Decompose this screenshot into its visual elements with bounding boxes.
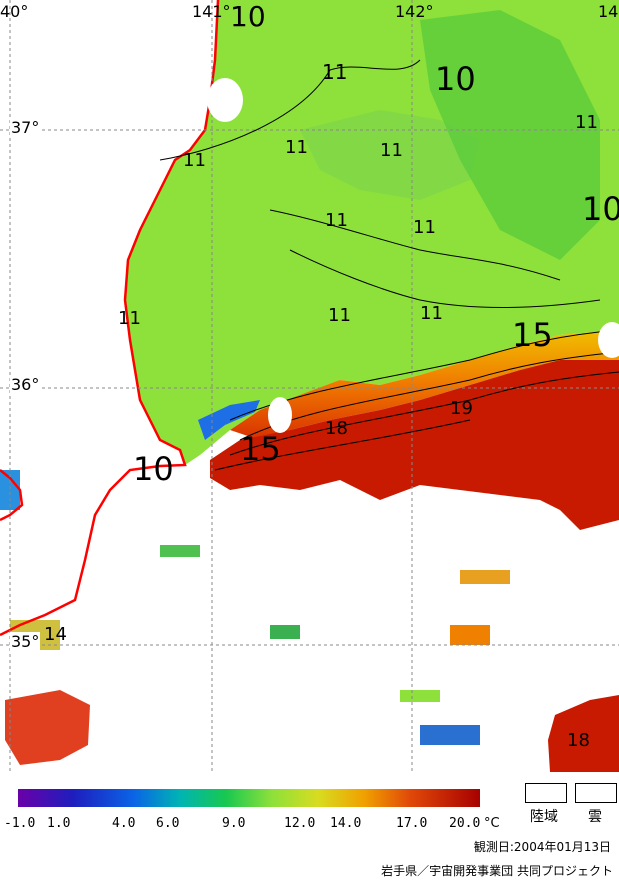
sst-patch <box>160 545 200 557</box>
contour-label: 19 <box>450 398 473 419</box>
colorbar-unit: °C <box>484 816 500 831</box>
observation-date: 観測日:2004年01月13日 <box>473 840 611 854</box>
contour-label: 10 <box>582 190 619 228</box>
contour-label: 18 <box>567 730 590 751</box>
contour-label: 11 <box>322 60 348 84</box>
sea-surface-temperature-map <box>0 0 619 772</box>
contour-label: 18 <box>325 418 348 439</box>
sst-patch <box>460 570 510 584</box>
colorbar-tick-label: 4.0 <box>112 816 136 831</box>
coastline-north <box>0 469 24 522</box>
longitude-label: 142° <box>395 2 434 21</box>
sst-patch <box>450 625 490 645</box>
contour-label: 10 <box>230 0 266 33</box>
colorbar-tick-label: 12.0 <box>284 816 316 831</box>
longitude-label: 141° <box>192 2 231 21</box>
temperature-colorbar <box>18 789 480 807</box>
cloud-legend-swatch <box>575 783 617 803</box>
contour-label: 11 <box>325 210 348 231</box>
cloud-legend-label: 雲 <box>588 809 602 825</box>
warm-water-region <box>210 360 619 530</box>
contour-label: 11 <box>413 217 436 238</box>
colorbar-tick-label: 17.0 <box>396 816 428 831</box>
colorbar-tick-label: 20.0 <box>449 816 481 831</box>
sst-patch <box>270 625 300 639</box>
sst-patch <box>400 690 440 702</box>
latitude-label: 37° <box>10 118 41 137</box>
cold-water-patch <box>300 110 480 200</box>
cold-water-patch-east <box>420 10 600 260</box>
colorbar-tick-label: 1.0 <box>47 816 71 831</box>
cloud-patch <box>268 397 292 433</box>
cloud-patch <box>598 322 619 358</box>
contour-label: 11 <box>118 308 141 329</box>
contour-label: 15 <box>512 316 553 354</box>
contour-label: 11 <box>380 140 403 161</box>
colorbar-tick-label: -1.0 <box>4 816 36 831</box>
contour-label: 11 <box>183 150 206 171</box>
southeast-warm-patch <box>548 695 619 772</box>
land-legend-swatch <box>525 783 567 803</box>
land-legend-label: 陸域 <box>530 809 558 825</box>
coastal-cyan-band <box>198 400 260 440</box>
longitude-label: 40° <box>0 2 29 21</box>
latitude-label: 35° <box>10 632 41 651</box>
contour-label: 11 <box>328 305 351 326</box>
contour-label: 11 <box>285 137 308 158</box>
colorbar-tick-label: 14.0 <box>330 816 362 831</box>
longitude-label: 14 <box>598 2 619 21</box>
contour-label: 11 <box>420 303 443 324</box>
credit-text: 岩手県／宇宙開発事業団 共同プロジェクト <box>381 864 613 878</box>
coastline <box>0 0 220 637</box>
contour-label: 11 <box>575 112 598 133</box>
contour-label: 15 <box>240 430 281 468</box>
colorbar-tick-label: 6.0 <box>156 816 180 831</box>
contour-label: 10 <box>133 450 174 488</box>
sst-patch <box>0 470 20 510</box>
sst-patch <box>420 725 480 745</box>
frontal-zone <box>230 330 619 440</box>
latitude-label: 36° <box>10 375 41 394</box>
colorbar-tick-label: 9.0 <box>222 816 246 831</box>
cloud-patch <box>207 78 243 122</box>
contour-label: 14 <box>44 624 67 645</box>
isotherms <box>159 59 619 471</box>
contour-label: 10 <box>435 60 476 98</box>
southwest-warm-patch <box>5 690 90 765</box>
